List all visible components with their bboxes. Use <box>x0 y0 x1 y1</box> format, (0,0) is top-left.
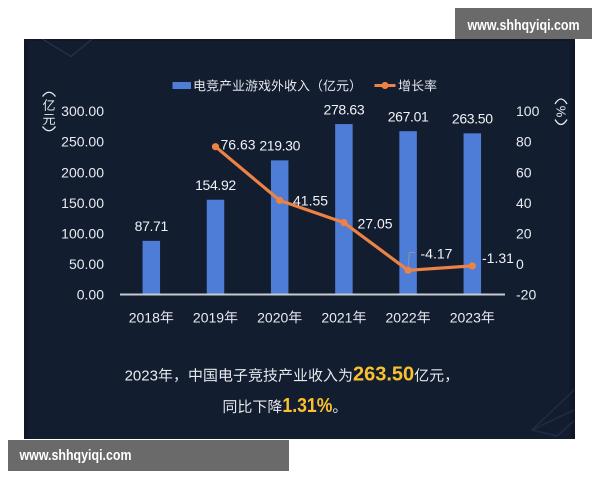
svg-text:-1.31: -1.31 <box>482 250 514 266</box>
svg-text:278.63: 278.63 <box>324 101 365 117</box>
svg-text:2023: 2023 <box>125 368 158 385</box>
svg-text:-20: -20 <box>516 287 536 303</box>
svg-text:76.63: 76.63 <box>221 137 256 153</box>
svg-text:200.00: 200.00 <box>61 164 104 180</box>
svg-text:www.shhqyiqi.com: www.shhqyiqi.com <box>19 447 132 464</box>
svg-text:40: 40 <box>516 195 532 211</box>
svg-text:263.50: 263.50 <box>353 364 414 386</box>
svg-text:50.00: 50.00 <box>69 256 104 272</box>
svg-text:60: 60 <box>516 164 532 180</box>
svg-text:27.05: 27.05 <box>358 216 393 232</box>
svg-text:2022: 2022 <box>386 309 417 325</box>
svg-text:www.shhqyiqi.com: www.shhqyiqi.com <box>467 17 580 34</box>
svg-text:2019: 2019 <box>193 309 224 325</box>
svg-text:20: 20 <box>516 225 532 241</box>
svg-text:2018: 2018 <box>129 309 160 325</box>
svg-text:263.50: 263.50 <box>452 111 493 127</box>
svg-text:0.00: 0.00 <box>77 287 104 303</box>
svg-text:154.92: 154.92 <box>195 177 236 193</box>
svg-text:-4.17: -4.17 <box>421 245 453 261</box>
svg-text:267.01: 267.01 <box>388 108 429 124</box>
svg-text:0: 0 <box>516 256 524 272</box>
svg-text:41.55: 41.55 <box>293 193 328 209</box>
svg-text:2021: 2021 <box>321 309 352 325</box>
svg-text:150.00: 150.00 <box>61 195 104 211</box>
svg-text:100: 100 <box>516 103 540 119</box>
svg-text:87.71: 87.71 <box>135 218 169 234</box>
svg-text:300.00: 300.00 <box>61 103 104 119</box>
svg-text:80: 80 <box>516 134 532 150</box>
svg-text:2020: 2020 <box>257 309 288 325</box>
svg-text:2023: 2023 <box>450 309 481 325</box>
svg-text:250.00: 250.00 <box>61 134 104 150</box>
svg-text:100.00: 100.00 <box>61 225 104 241</box>
svg-text:1.31%: 1.31% <box>282 395 332 417</box>
svg-text:219.30: 219.30 <box>259 138 300 154</box>
svg-text:%: % <box>553 106 568 118</box>
